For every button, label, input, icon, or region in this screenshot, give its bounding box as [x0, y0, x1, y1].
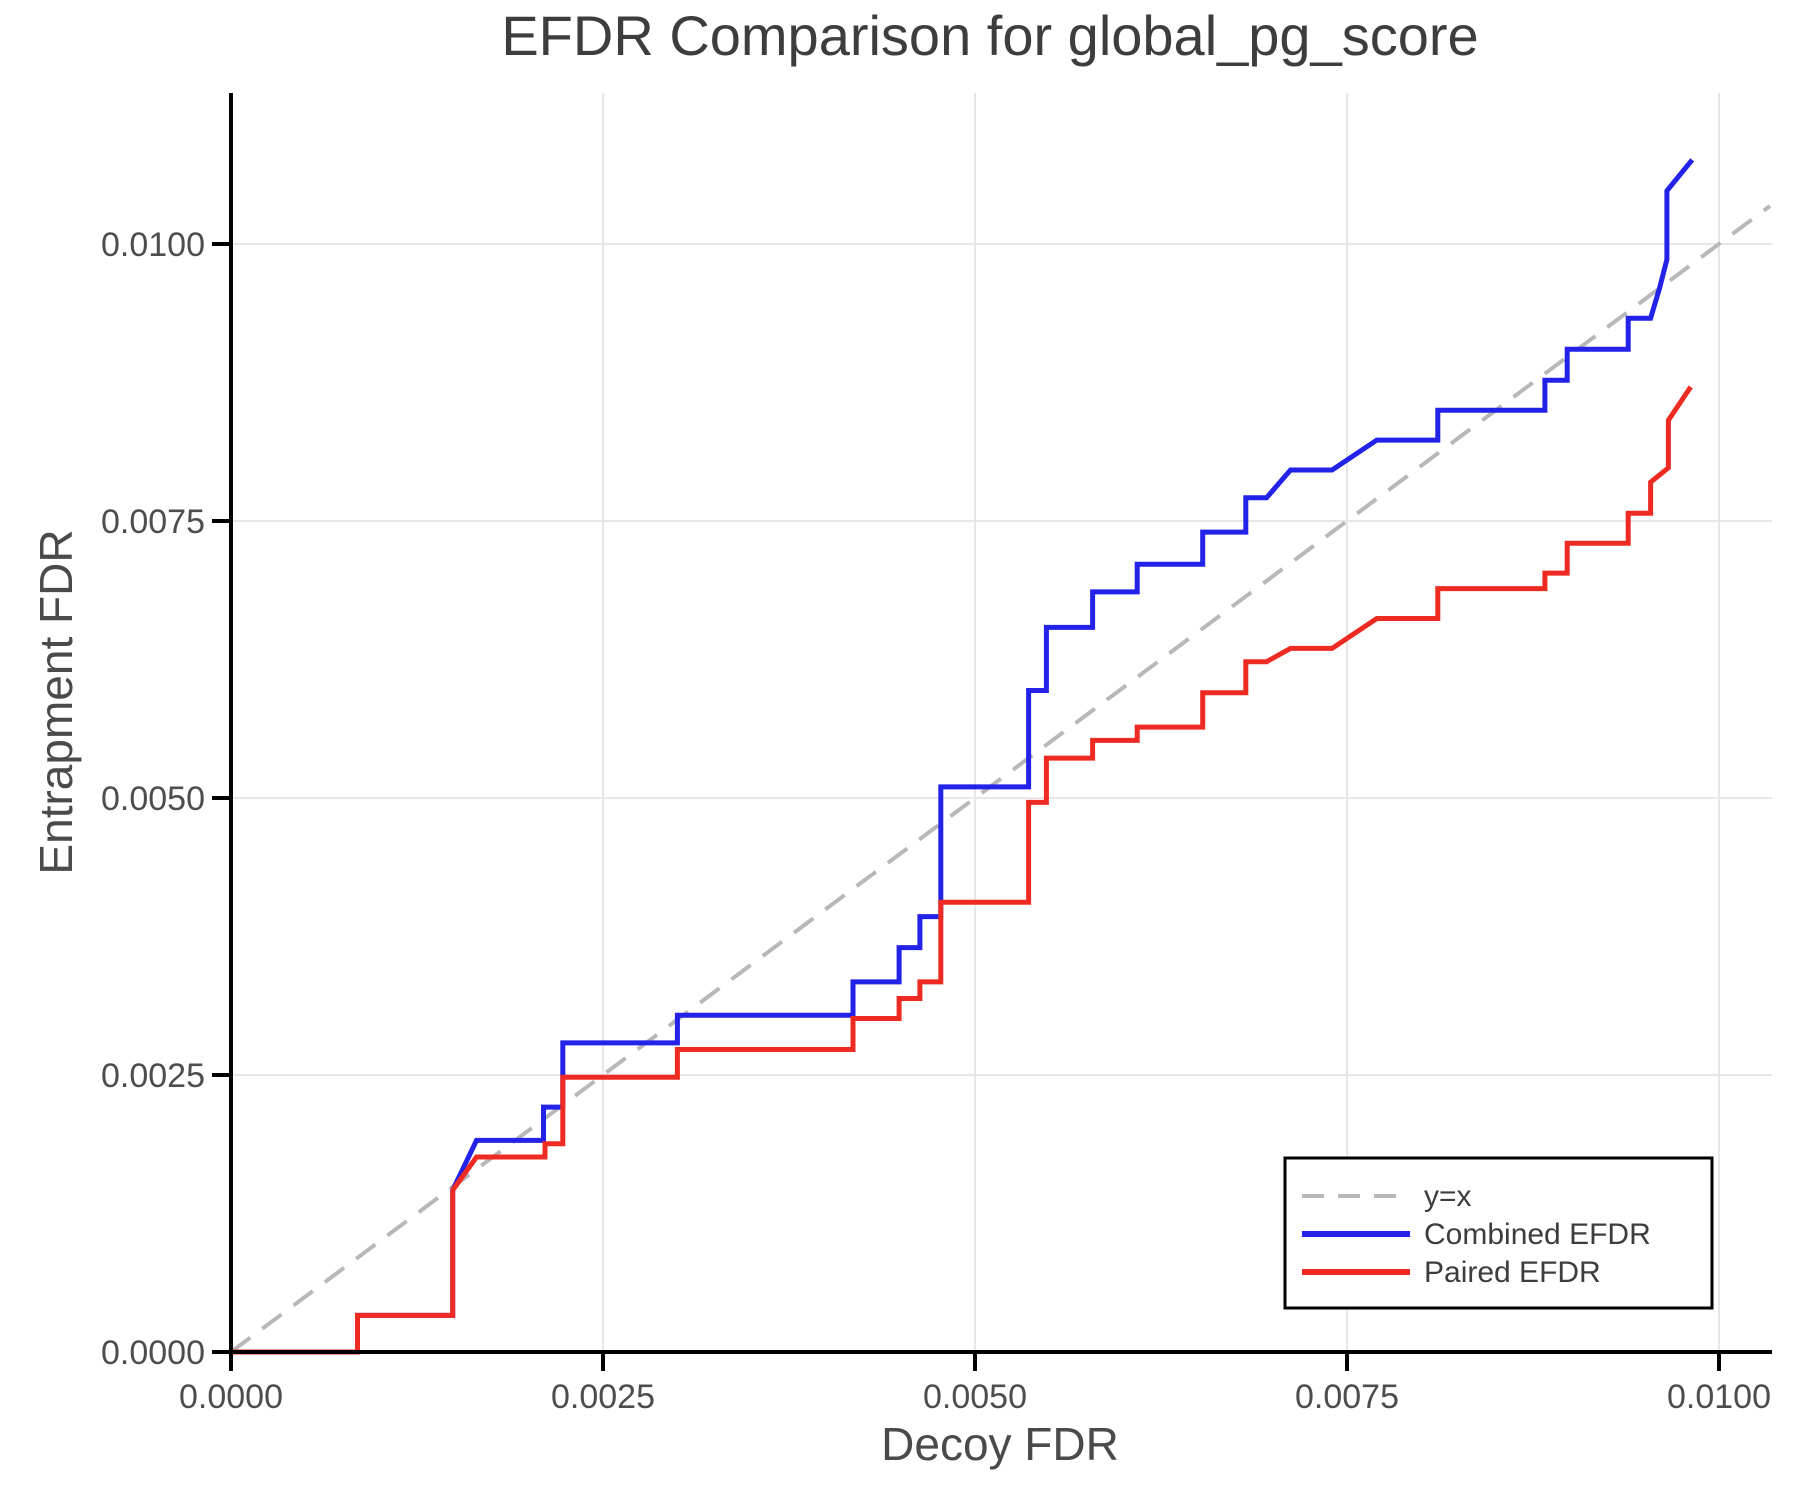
- tick-layer: 0.0000 0.0025 0.0050 0.0075 0.0100 0.0000 0.00…: [101, 226, 1771, 1416]
- y-tick-label: 0.0050: [101, 780, 205, 818]
- grid-layer: [231, 93, 1772, 1352]
- x-tick-label: 0.0075: [1295, 1378, 1399, 1416]
- x-tick-label: 0.0100: [1667, 1378, 1771, 1416]
- x-tick-label: 0.0050: [923, 1378, 1027, 1416]
- x-tick-label: 0.0025: [551, 1378, 655, 1416]
- y-tick-label: 0.0100: [101, 226, 205, 264]
- legend-label-identity: y=x: [1424, 1180, 1472, 1213]
- chart-title: EFDR Comparison for global_pg_score: [501, 4, 1478, 67]
- legend-label-paired: Paired EFDR: [1424, 1256, 1601, 1289]
- paired-efdr-line: [231, 385, 1693, 1355]
- series-layer: [229, 158, 1772, 1355]
- y-x-line: [229, 204, 1772, 1354]
- y-tick-label: 0.0075: [101, 503, 205, 541]
- y-tick-label: 0.0025: [101, 1057, 205, 1095]
- x-tick-label: 0.0000: [179, 1378, 283, 1416]
- legend: y=x Combined EFDR Paired EFDR: [1283, 1156, 1714, 1310]
- x-axis-label: Decoy FDR: [881, 1418, 1119, 1470]
- y-tick-label: 0.0000: [101, 1334, 205, 1372]
- y-axis-label: Entrapment FDR: [30, 529, 82, 874]
- legend-label-combined: Combined EFDR: [1424, 1218, 1651, 1251]
